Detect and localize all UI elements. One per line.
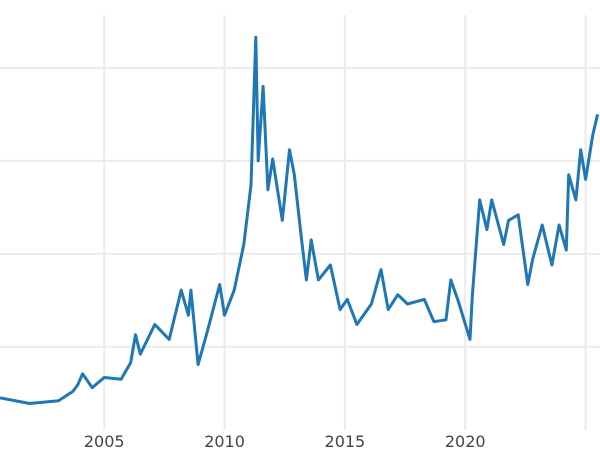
x-tick-label: 2005 <box>84 432 125 450</box>
x-axis: 2005 2010 2015 2020 <box>84 432 486 450</box>
grid <box>0 15 600 430</box>
x-tick-label: 2010 <box>204 432 245 450</box>
x-tick-label: 2015 <box>325 432 366 450</box>
x-tick-label: 2020 <box>445 432 486 450</box>
series-line <box>0 35 600 405</box>
